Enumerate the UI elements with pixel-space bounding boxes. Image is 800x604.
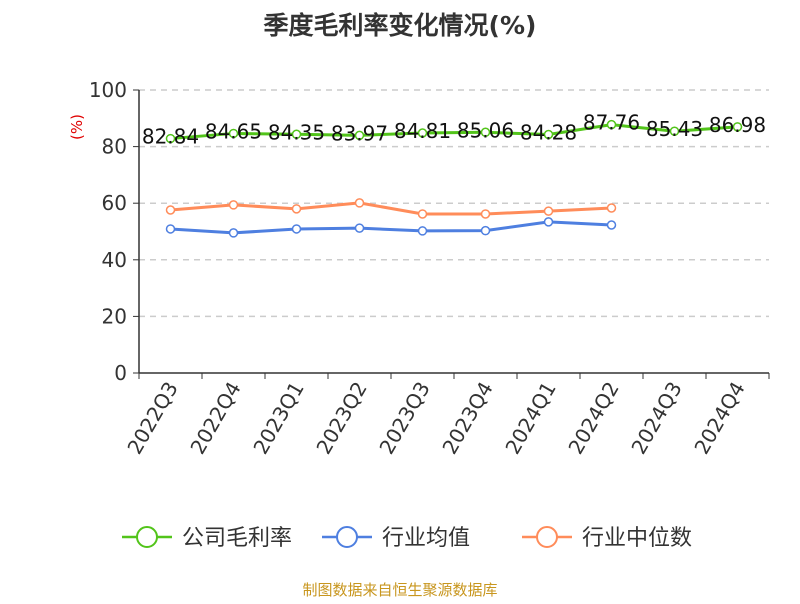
data-point[interactable] (606, 203, 617, 213)
legend-label[interactable]: 公司毛利率 (182, 526, 292, 551)
data-point[interactable] (228, 128, 239, 139)
x-tick-label: 2022Q3 (122, 378, 182, 459)
x-tick-label: 2023Q1 (248, 378, 308, 459)
legend-marker[interactable] (336, 526, 358, 548)
data-point[interactable] (417, 226, 428, 236)
data-label: 86.98 (709, 113, 766, 137)
data-label: 82.84 (142, 125, 199, 149)
data-label: 84.35 (268, 120, 325, 144)
data-point[interactable] (480, 225, 491, 236)
x-tick-label: 2022Q4 (185, 378, 245, 459)
data-point[interactable] (354, 130, 365, 141)
y-axis-label: (%) (68, 114, 86, 140)
legend-label[interactable]: 行业均值 (382, 526, 470, 551)
data-point[interactable] (732, 122, 743, 132)
data-point[interactable] (354, 198, 365, 208)
data-label: 85.43 (646, 117, 703, 141)
data-label: 83.97 (331, 121, 388, 145)
x-tick-label: 2024Q1 (500, 378, 560, 459)
data-point[interactable] (291, 204, 302, 214)
data-point[interactable] (165, 205, 176, 215)
y-tick-label: 80 (102, 135, 127, 159)
data-point[interactable] (606, 220, 617, 230)
data-point[interactable] (669, 126, 680, 136)
data-point[interactable] (291, 224, 302, 234)
y-tick-label: 20 (102, 304, 127, 328)
data-point[interactable] (543, 217, 554, 227)
source-note: 制图数据来自恒生聚源数据库 (302, 581, 497, 599)
data-label: 87.76 (583, 111, 640, 135)
x-tick-label: 2023Q2 (311, 378, 371, 459)
data-point[interactable] (417, 209, 428, 219)
data-point[interactable] (543, 129, 554, 140)
x-tick-label: 2023Q4 (437, 378, 497, 459)
x-tick-label: 2023Q3 (374, 378, 434, 459)
data-point[interactable] (165, 133, 176, 144)
y-tick-label: 40 (102, 248, 127, 272)
series-line (170, 123, 738, 141)
data-point[interactable] (543, 206, 554, 216)
data-point[interactable] (480, 127, 491, 138)
y-tick-label: 60 (102, 191, 127, 215)
series-line (170, 220, 612, 235)
data-point[interactable] (354, 223, 365, 233)
data-label: 84.81 (394, 119, 451, 143)
chart-title: 季度毛利率变化情况(%) (264, 11, 537, 40)
data-label: 84.28 (520, 120, 577, 144)
y-tick-label: 0 (114, 361, 127, 385)
legend-marker[interactable] (136, 526, 158, 548)
data-label: 84.65 (205, 119, 262, 143)
data-point[interactable] (228, 228, 239, 238)
legend-marker[interactable] (536, 526, 558, 548)
data-point[interactable] (228, 200, 239, 210)
legend-label[interactable]: 行业中位数 (582, 526, 692, 551)
x-tick-label: 2024Q4 (689, 378, 749, 459)
x-tick-label: 2024Q2 (563, 378, 623, 459)
data-point[interactable] (606, 119, 617, 130)
series-line (170, 201, 612, 216)
data-point[interactable] (417, 128, 428, 138)
data-label: 85.06 (457, 118, 514, 142)
data-point[interactable] (480, 209, 491, 219)
data-point[interactable] (165, 224, 176, 234)
y-tick-label: 100 (89, 78, 127, 102)
data-point[interactable] (291, 129, 302, 140)
x-tick-label: 2024Q3 (626, 378, 686, 459)
